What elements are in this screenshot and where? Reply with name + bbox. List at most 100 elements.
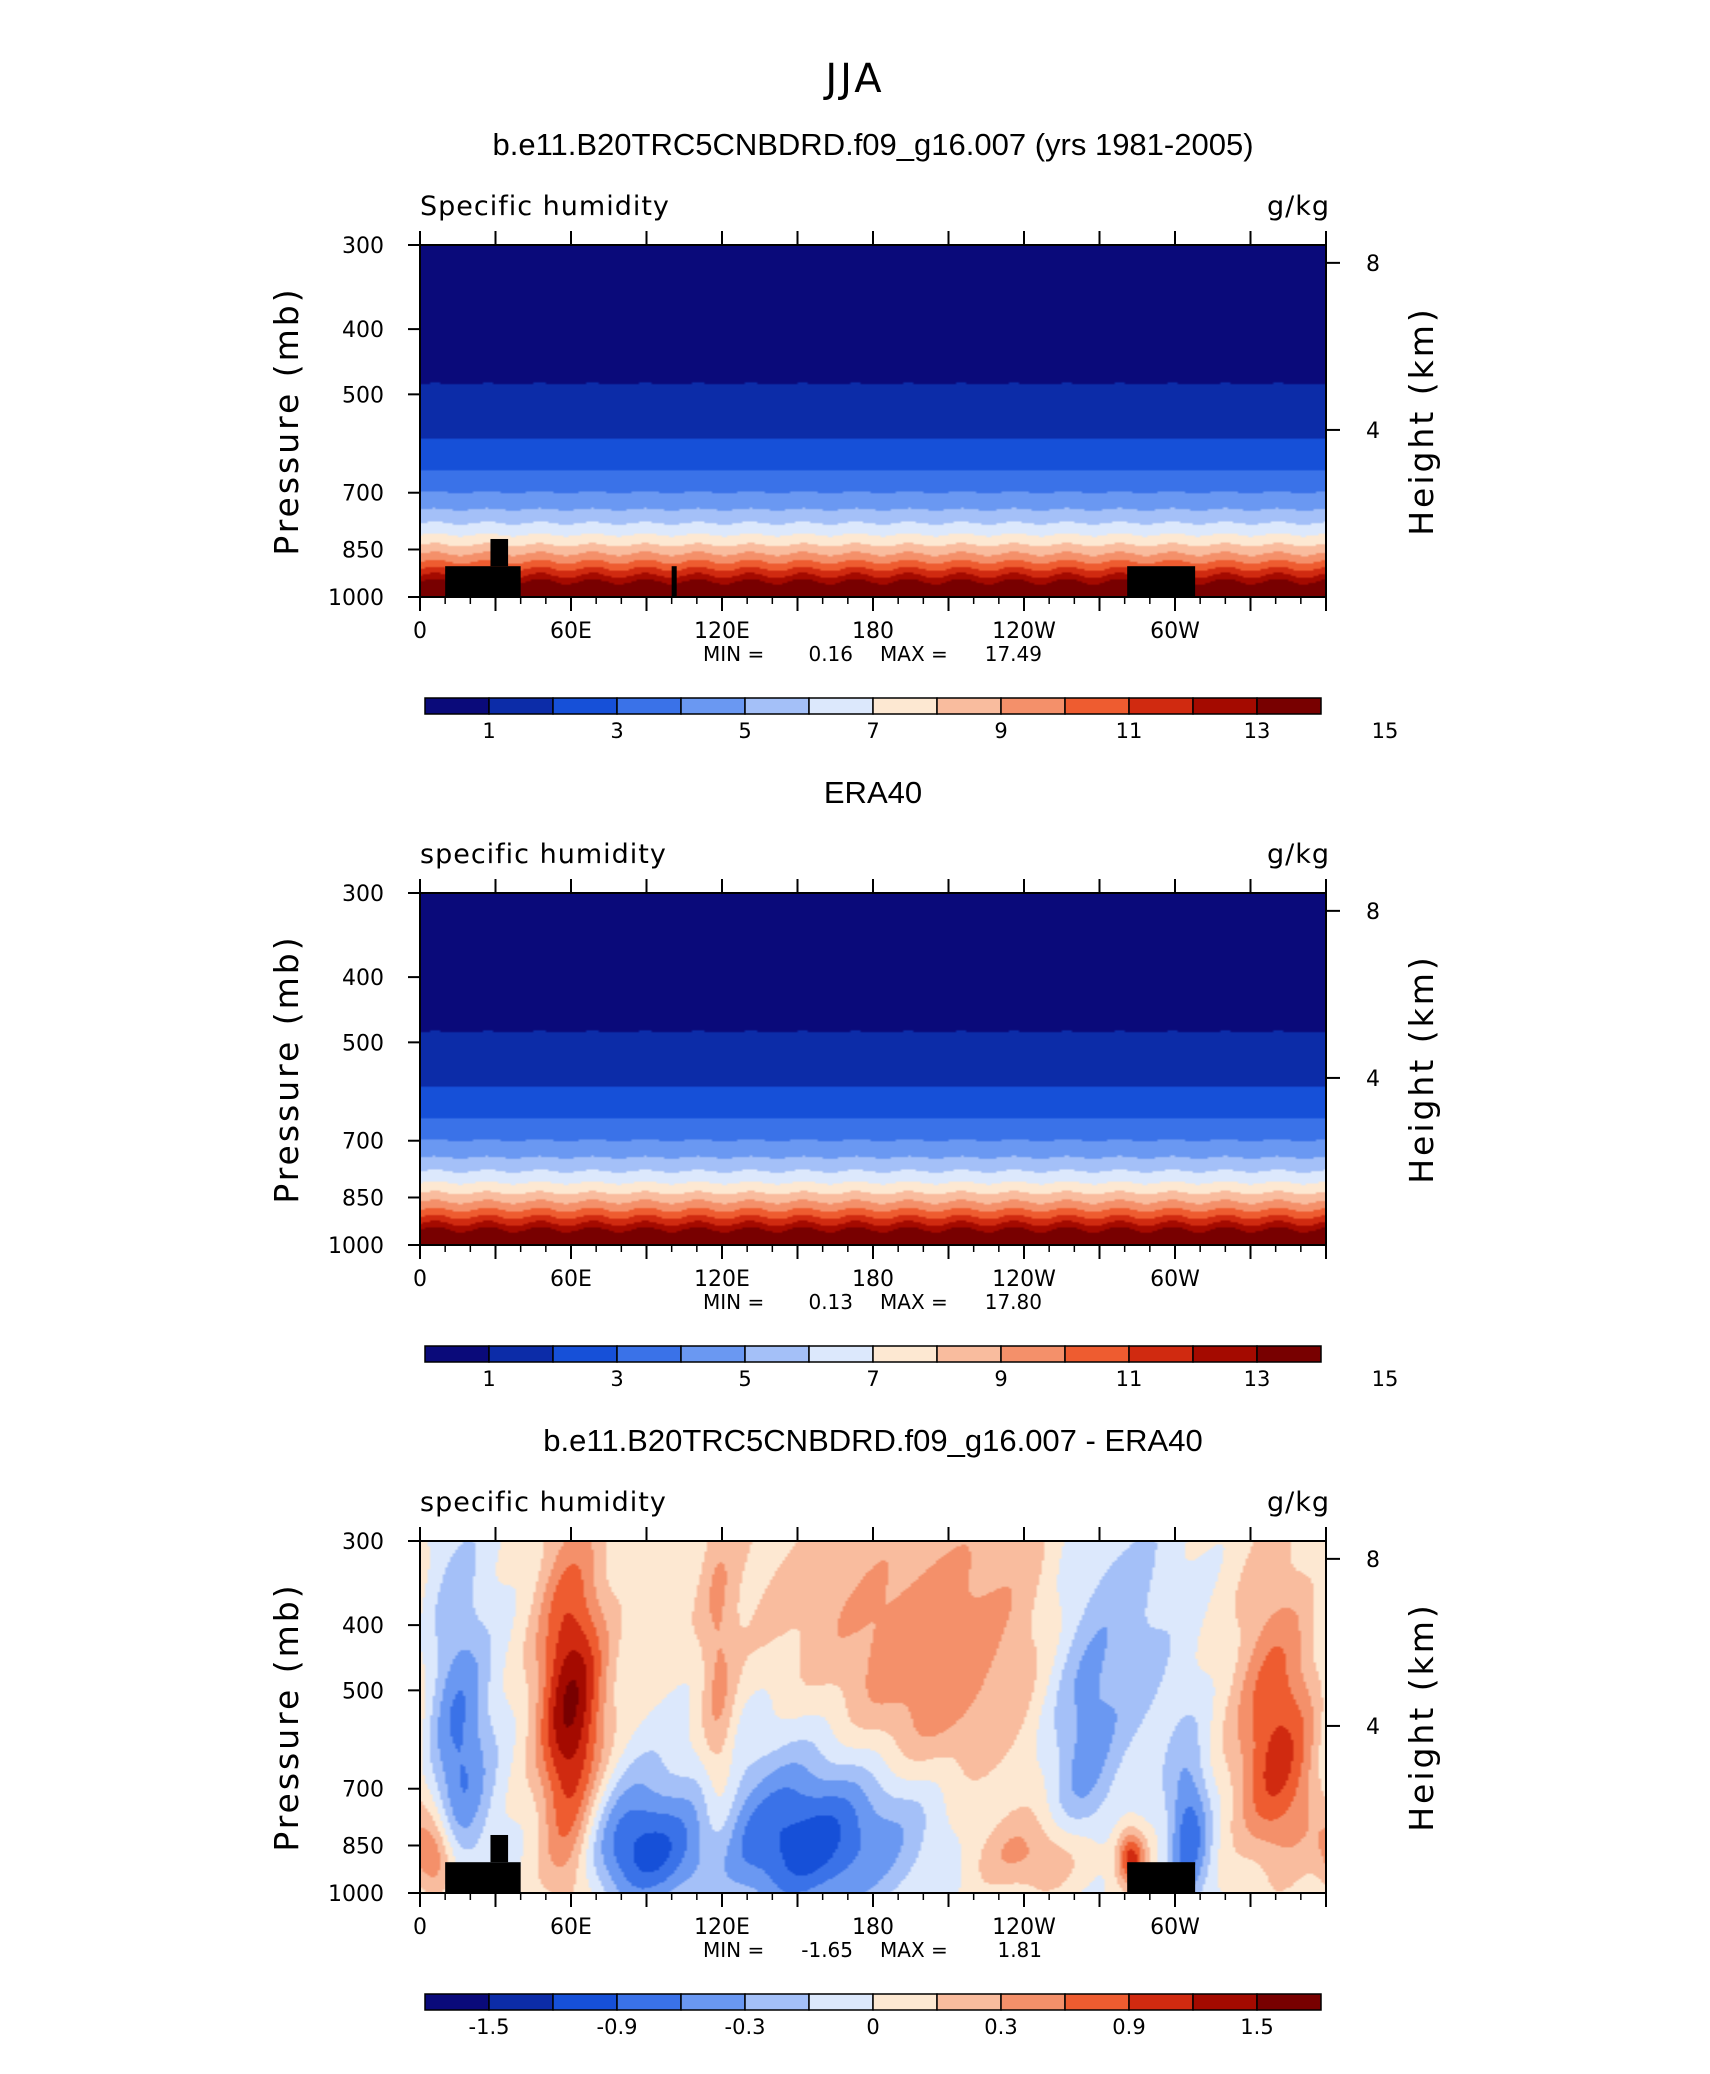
variable-label: Specific humidity [420, 191, 670, 222]
min-value: -1.65 [801, 1938, 853, 1962]
colorbar-swatch [808, 1345, 874, 1363]
right-tick-label: 8 [1366, 1548, 1380, 1573]
topography-mask [445, 1862, 521, 1893]
max-value: 1.81 [997, 1938, 1042, 1962]
x-tick-label: 0 [413, 1915, 427, 1940]
colorbar-swatch [488, 697, 554, 715]
colorbar-swatch [680, 697, 746, 715]
colorbar-swatch [1000, 697, 1066, 715]
y-tick-label: 1000 [328, 1882, 384, 1907]
colorbar-swatch [1064, 697, 1130, 715]
colorbar-swatch [1192, 1993, 1258, 2011]
max-label: MAX = [880, 1938, 948, 1962]
y-tick-label: 500 [342, 383, 384, 408]
min-label: MIN = [703, 1938, 764, 1962]
right-tick-label: 8 [1366, 900, 1380, 925]
right-axis-label: Height (km) [1402, 954, 1441, 1184]
colorbar-label: 13 [1244, 719, 1271, 743]
y-tick-label: 1000 [328, 586, 384, 611]
x-tick-label: 180 [852, 1267, 894, 1292]
min-label: MIN = [703, 642, 764, 666]
right-axis-label: Height (km) [1402, 306, 1441, 536]
colorbar-swatch [488, 1993, 554, 2011]
colorbar-swatch [1000, 1993, 1066, 2011]
x-tick-label: 180 [852, 619, 894, 644]
min-value: 0.16 [808, 642, 853, 666]
colorbar-label: 7 [866, 1367, 879, 1391]
panel-title: ERA40 [824, 775, 922, 810]
colorbar-swatch [808, 1993, 874, 2011]
y-tick-label: 300 [342, 1530, 384, 1555]
right-axis-label: Height (km) [1402, 1602, 1441, 1832]
x-tick-label: 60E [550, 1267, 592, 1292]
chart-panel-2: ERA40 specific humidity g/kg 0 60E 120E 180 120… [267, 775, 1441, 1391]
colorbar-swatch [488, 1345, 554, 1363]
topography-mask [1127, 566, 1196, 597]
y-tick-label: 300 [342, 882, 384, 907]
colorbar-swatch [424, 1993, 490, 2011]
x-tick-label: 0 [413, 1267, 427, 1292]
y-tick-label: 850 [342, 1186, 384, 1211]
variable-label: specific humidity [420, 1487, 667, 1518]
x-tick-label: 120W [992, 1915, 1056, 1940]
colorbar-swatch [1064, 1993, 1130, 2011]
colorbar-swatch [1000, 1345, 1066, 1363]
right-tick-label: 4 [1366, 1715, 1380, 1740]
colorbar-swatch [680, 1345, 746, 1363]
colorbar-label: 0.3 [984, 2015, 1017, 2039]
y-tick-label: 500 [342, 1031, 384, 1056]
colorbar-swatch [680, 1993, 746, 2011]
colorbar-swatch [1064, 1345, 1130, 1363]
panel-title: b.e11.B20TRC5CNBDRD.f09_g16.007 - ERA40 [543, 1423, 1202, 1458]
colorbar-swatch [552, 697, 618, 715]
y-axis-label: Pressure (mb) [267, 1582, 306, 1851]
min-label: MIN = [703, 1290, 764, 1314]
colorbar-label: 0.9 [1112, 2015, 1145, 2039]
x-tick-label: 60W [1150, 619, 1200, 644]
x-tick-label: 120W [992, 1267, 1056, 1292]
colorbar-label: 3 [610, 1367, 623, 1391]
topography-mask [1127, 1862, 1196, 1893]
y-tick-label: 1000 [328, 1234, 384, 1259]
y-tick-label: 400 [342, 318, 384, 343]
y-tick-label: 500 [342, 1679, 384, 1704]
y-axis-label: Pressure (mb) [267, 934, 306, 1203]
x-tick-label: 60W [1150, 1267, 1200, 1292]
colorbar-label: 1 [482, 719, 495, 743]
y-tick-label: 700 [342, 482, 384, 507]
colorbar-swatch [424, 1345, 490, 1363]
x-tick-label: 120W [992, 619, 1056, 644]
y-tick-label: 400 [342, 966, 384, 991]
x-tick-label: 120E [694, 1267, 750, 1292]
colorbar-swatch [552, 1345, 618, 1363]
colorbar-swatch [872, 697, 938, 715]
colorbar-label: 1 [482, 1367, 495, 1391]
x-tick-label: 0 [413, 619, 427, 644]
colorbar-label: -0.9 [597, 2015, 638, 2039]
colorbar-swatch [1256, 1993, 1322, 2011]
colorbar-swatch [1192, 697, 1258, 715]
x-tick-label: 60E [550, 619, 592, 644]
colorbar-swatch [936, 1345, 1002, 1363]
colorbar-label: 0 [866, 2015, 879, 2039]
colorbar-label: 5 [738, 1367, 751, 1391]
colorbar-label: 15 [1372, 719, 1399, 743]
colorbar-label: 3 [610, 719, 623, 743]
y-tick-label: 400 [342, 1614, 384, 1639]
colorbar-label: 15 [1372, 1367, 1399, 1391]
contour-field [420, 893, 1326, 1245]
colorbar-swatch [744, 697, 810, 715]
units-label: g/kg [1267, 1487, 1330, 1518]
colorbar-label: -1.5 [469, 2015, 510, 2039]
topography-mask [490, 1834, 509, 1863]
y-tick-label: 850 [342, 1834, 384, 1859]
max-label: MAX = [880, 1290, 948, 1314]
colorbar-swatch [1256, 697, 1322, 715]
x-tick-label: 60E [550, 1915, 592, 1940]
right-tick-label: 4 [1366, 419, 1380, 444]
x-tick-label: 120E [694, 1915, 750, 1940]
max-value: 17.80 [985, 1290, 1042, 1314]
colorbar-label: 11 [1116, 1367, 1143, 1391]
colorbar-swatch [744, 1993, 810, 2011]
